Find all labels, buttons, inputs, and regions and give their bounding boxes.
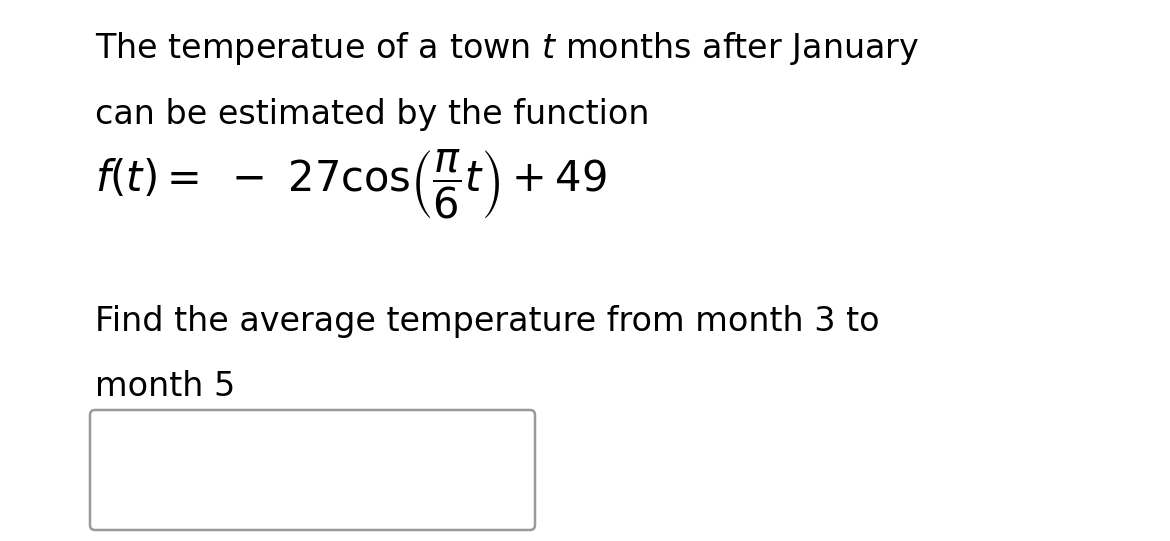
Text: $f(t) = \ -\ 27\cos\!\left(\dfrac{\pi}{6}t\right) + 49$: $f(t) = \ -\ 27\cos\!\left(\dfrac{\pi}{6… (95, 148, 606, 221)
Text: The temperatue of a town $\mathit{t}$ months after January: The temperatue of a town $\mathit{t}$ mo… (95, 30, 920, 67)
Text: Find the average temperature from month 3 to: Find the average temperature from month … (95, 305, 880, 338)
Text: can be estimated by the function: can be estimated by the function (95, 98, 649, 131)
FancyBboxPatch shape (90, 410, 535, 530)
Text: month 5: month 5 (95, 370, 235, 403)
